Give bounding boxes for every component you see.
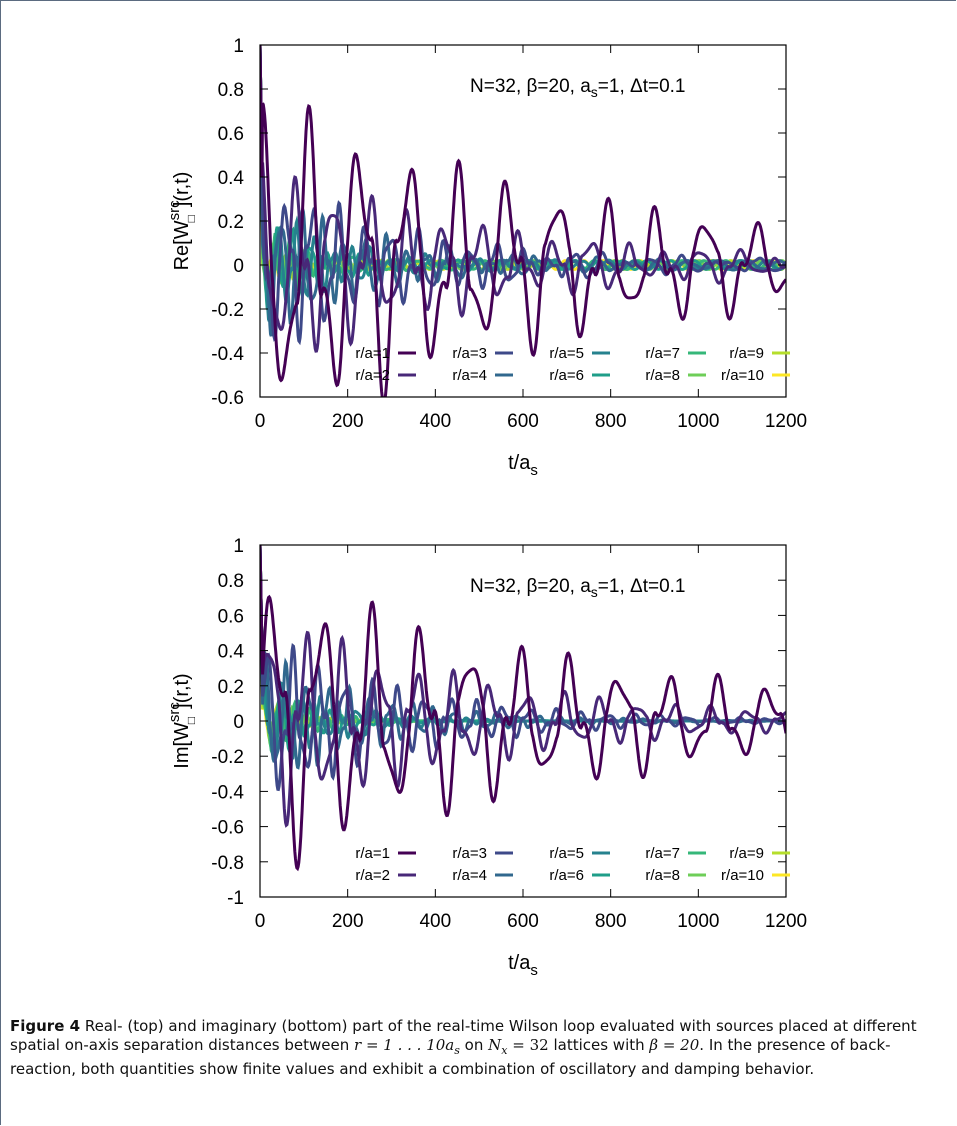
y-tick-label: -0.4 <box>211 344 244 365</box>
legend-label: r/a=3 <box>452 845 487 862</box>
y-tick-label: -0.2 <box>211 300 244 321</box>
y-tick-label: -0.4 <box>211 782 244 803</box>
caption-text-2: on <box>459 1036 489 1054</box>
legend-label: r/a=5 <box>549 345 584 362</box>
legend-label: r/a=10 <box>721 867 764 884</box>
legend-label: r/a=8 <box>645 867 680 884</box>
legend: r/a=1 r/a=2 r/a=3 r/a=4 r/a=5 r/a=6 r/a=7 r/a=8… <box>355 345 790 384</box>
legend-label: r/a=2 <box>355 867 390 884</box>
y-tick-label: 0.4 <box>218 642 245 663</box>
legend-label: r/a=3 <box>452 345 487 362</box>
legend-label: r/a=1 <box>355 345 390 362</box>
legend-label: r/a=10 <box>721 367 764 384</box>
x-axis-label: t/as <box>508 952 538 979</box>
x-tick-label: 800 <box>595 911 627 932</box>
y-tick-label: 0.6 <box>218 124 244 145</box>
legend-label: r/a=7 <box>645 845 680 862</box>
x-tick-label: 0 <box>255 411 266 432</box>
chart-annotation: N=32, β=20, as=1, Δt=0.1 <box>470 576 686 600</box>
figure-label: Figure 4 <box>10 1017 81 1035</box>
y-tick-label: 0 <box>233 256 244 277</box>
y-tick-label: 0.8 <box>218 571 244 592</box>
x-tick-label: 200 <box>332 911 364 932</box>
series-line-r2 <box>260 45 786 353</box>
legend-label: r/a=1 <box>355 845 390 862</box>
y-tick-label: 1 <box>233 536 244 557</box>
figure-caption: Figure 4 Real- (top) and imaginary (bott… <box>10 1017 950 1079</box>
legend-label: r/a=2 <box>355 367 390 384</box>
y-tick-label: 0.2 <box>218 212 244 233</box>
legend-label: r/a=4 <box>452 867 487 884</box>
x-tick-label: 400 <box>419 411 451 432</box>
legend-label: r/a=9 <box>729 845 764 862</box>
y-tick-label: -0.6 <box>211 818 244 839</box>
legend-label: r/a=5 <box>549 845 584 862</box>
x-axis-label: t/as <box>508 452 538 479</box>
y-axis-label: Re[Wsrc□](r,t) <box>166 172 198 271</box>
y-tick-label: 1 <box>233 36 244 57</box>
y-tick-label: 0.8 <box>218 80 244 101</box>
legend-label: r/a=4 <box>452 367 487 384</box>
y-tick-label: -1 <box>227 888 244 909</box>
x-tick-label: 800 <box>595 411 627 432</box>
caption-text-3: lattices with <box>548 1036 650 1054</box>
caption-math-r: r = 1 . . . 10as <box>354 1036 460 1057</box>
caption-math-nx: Nx = 32 <box>488 1036 549 1057</box>
chart-imaginary-part: 0 200 400 600 800 1000 1200 -1 -0.8 -0.6 -0.4 -0.2 0… <box>166 536 807 979</box>
legend-label: r/a=6 <box>549 867 584 884</box>
y-tick-label: -0.2 <box>211 747 244 768</box>
y-axis-label: Im[Wsrc□](r,t) <box>166 673 198 768</box>
y-tick-label: 0.2 <box>218 677 244 698</box>
chart-real-part: 0 200 400 600 800 1000 1200 -0.6 -0.4 -0.2 0 0.2 0.4… <box>166 36 807 479</box>
y-tick-label: -0.8 <box>211 853 244 874</box>
x-tick-label: 400 <box>419 911 451 932</box>
x-tick-label: 1000 <box>677 411 719 432</box>
series-line-r1 <box>260 545 786 872</box>
x-tick-label: 0 <box>255 911 266 932</box>
y-tick-label: 0.6 <box>218 606 244 627</box>
x-tick-label: 1200 <box>765 911 807 932</box>
x-tick-label: 200 <box>332 411 364 432</box>
y-tick-label: 0 <box>233 712 244 733</box>
series-line-r1 <box>260 45 786 397</box>
caption-math-beta: β = 20 <box>649 1036 700 1054</box>
legend-label: r/a=6 <box>549 367 584 384</box>
x-tick-label: 600 <box>507 911 539 932</box>
y-tick-label: -0.6 <box>211 388 244 409</box>
series-line-r2 <box>260 545 786 828</box>
x-tick-label: 1200 <box>765 411 807 432</box>
legend: r/a=1 r/a=2 r/a=3 r/a=4 r/a=5 r/a=6 r/a=7 r/a=8… <box>355 845 790 884</box>
legend-label: r/a=9 <box>729 345 764 362</box>
legend-label: r/a=8 <box>645 367 680 384</box>
caption-text-1: Real- (top) and imaginary (bottom) part … <box>10 1017 917 1054</box>
x-tick-label: 600 <box>507 411 539 432</box>
y-tick-label: 0.4 <box>218 168 245 189</box>
chart-annotation: N=32, β=20, as=1, Δt=0.1 <box>470 76 686 100</box>
x-tick-label: 1000 <box>677 911 719 932</box>
legend-label: r/a=7 <box>645 345 680 362</box>
caption-text-4: . In the presence of back-reaction, both… <box>10 1036 891 1078</box>
